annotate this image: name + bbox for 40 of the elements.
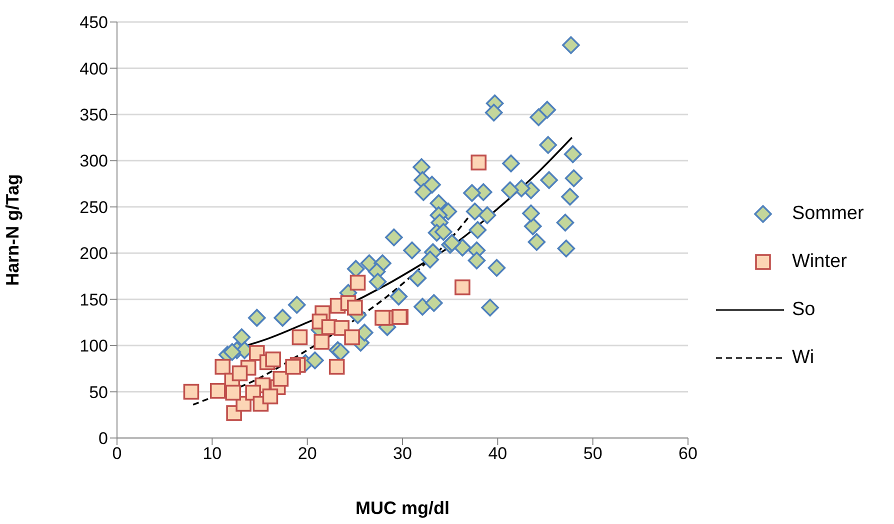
point — [350, 274, 366, 291]
x-tick-label: 0 — [112, 444, 122, 464]
point — [470, 154, 487, 170]
y-tick-label: 0 — [98, 429, 108, 448]
point — [183, 384, 200, 400]
point — [232, 365, 248, 382]
x-tick-label: 40 — [488, 444, 508, 464]
y-tick-label: 150 — [80, 290, 108, 310]
y-tick-label: 250 — [80, 198, 108, 217]
point — [328, 358, 345, 375]
point — [454, 279, 470, 296]
legend-label: Wi — [792, 347, 814, 369]
y-tick-label: 450 — [80, 13, 108, 32]
y-tick-label: 350 — [80, 105, 108, 124]
x-axis-title: MUC mg/dl — [356, 498, 450, 518]
point — [262, 388, 278, 404]
x-tick-label: 30 — [393, 444, 412, 464]
point — [210, 382, 226, 399]
y-axis-title: Harn-N g/Tag — [2, 174, 22, 286]
x-tick-label: 60 — [678, 444, 698, 464]
point — [285, 358, 301, 375]
y-tick-label: 300 — [80, 152, 108, 171]
x-tick-label: 10 — [202, 444, 222, 464]
point — [347, 300, 363, 316]
legend-label: Sommer — [792, 203, 864, 225]
point — [265, 352, 281, 368]
point — [214, 358, 231, 375]
y-tick-label: 400 — [80, 59, 108, 78]
y-tick-label: 100 — [80, 336, 108, 356]
point — [272, 370, 289, 387]
point — [225, 384, 242, 401]
y-tick-label: 200 — [80, 244, 108, 264]
x-tick-label: 50 — [583, 444, 602, 464]
point — [314, 334, 330, 350]
point — [292, 329, 308, 346]
legend-label: So — [792, 299, 816, 321]
x-tick-label: 20 — [298, 444, 317, 464]
point — [344, 329, 360, 346]
legend-label: Winter — [792, 251, 847, 273]
y-tick-label: 50 — [89, 382, 108, 402]
